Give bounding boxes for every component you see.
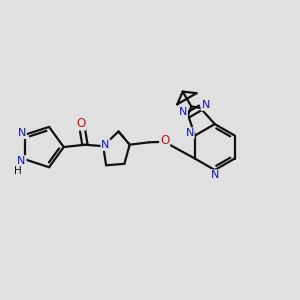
Text: N: N — [211, 170, 219, 180]
Text: N: N — [178, 107, 187, 117]
Text: O: O — [76, 117, 85, 130]
Text: N: N — [17, 156, 26, 166]
Text: N: N — [101, 140, 110, 150]
Text: N: N — [201, 100, 210, 110]
Text: O: O — [160, 134, 169, 147]
Text: H: H — [14, 166, 22, 176]
Text: N: N — [185, 128, 194, 138]
Text: N: N — [18, 128, 26, 138]
